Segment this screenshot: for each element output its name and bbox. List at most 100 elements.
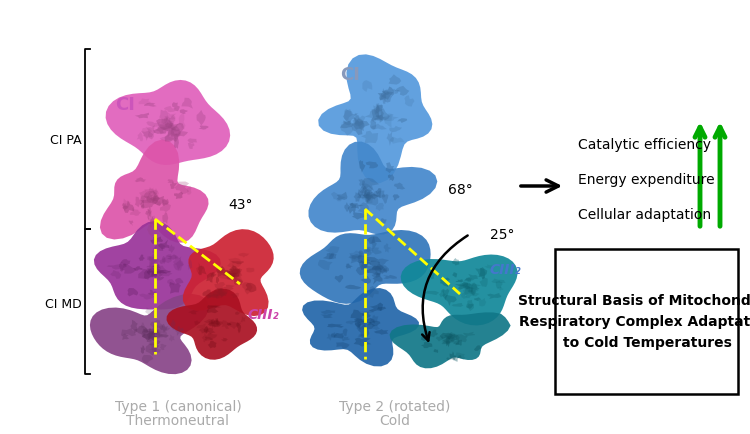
Polygon shape [389,127,402,133]
Polygon shape [169,116,176,128]
Polygon shape [340,121,353,136]
Polygon shape [138,269,154,279]
Polygon shape [148,328,154,340]
Polygon shape [227,269,241,278]
Polygon shape [166,125,179,138]
Polygon shape [380,89,386,105]
Polygon shape [464,278,472,283]
Polygon shape [400,255,518,326]
Polygon shape [204,319,218,324]
Polygon shape [357,195,370,199]
Polygon shape [142,329,155,342]
Polygon shape [148,271,158,278]
Polygon shape [382,92,392,103]
Polygon shape [167,279,176,286]
Polygon shape [352,213,368,220]
Polygon shape [424,291,439,296]
Polygon shape [122,199,130,210]
Polygon shape [130,320,138,333]
Polygon shape [182,99,193,109]
Polygon shape [364,247,374,253]
Text: CI MD: CI MD [45,298,82,311]
Polygon shape [488,293,502,299]
Polygon shape [206,333,218,341]
Polygon shape [162,255,172,263]
Polygon shape [364,192,379,201]
Polygon shape [469,287,473,293]
Polygon shape [160,344,166,350]
Polygon shape [152,248,157,254]
Text: CI PA: CI PA [50,133,82,146]
Polygon shape [209,320,214,325]
Polygon shape [352,119,364,136]
Polygon shape [352,116,363,127]
Polygon shape [128,221,133,227]
Polygon shape [225,272,232,275]
Polygon shape [358,259,364,265]
Polygon shape [444,332,455,339]
Polygon shape [146,266,160,276]
Polygon shape [170,182,177,190]
Polygon shape [349,251,364,261]
Polygon shape [369,261,384,270]
Polygon shape [208,341,217,349]
Polygon shape [300,230,430,304]
Polygon shape [165,118,172,130]
Polygon shape [142,355,153,364]
Polygon shape [440,333,453,340]
Polygon shape [169,335,175,342]
Polygon shape [362,195,374,204]
Polygon shape [386,163,394,174]
Polygon shape [452,258,459,266]
Polygon shape [152,322,158,334]
Polygon shape [355,322,361,328]
Polygon shape [393,195,400,201]
Polygon shape [147,271,151,276]
Polygon shape [153,192,160,205]
Polygon shape [349,204,364,209]
Polygon shape [196,324,208,329]
Polygon shape [168,124,179,131]
Polygon shape [336,342,350,349]
Polygon shape [442,341,451,345]
Polygon shape [147,207,152,217]
Polygon shape [188,143,194,150]
Polygon shape [376,189,382,198]
Polygon shape [159,110,169,125]
Polygon shape [158,240,170,250]
Polygon shape [208,321,220,327]
Polygon shape [241,317,246,322]
Polygon shape [376,104,382,113]
Polygon shape [174,132,188,138]
Polygon shape [384,243,392,253]
Polygon shape [130,209,141,217]
Polygon shape [226,273,236,280]
Polygon shape [360,184,373,197]
Polygon shape [163,200,169,205]
Polygon shape [374,115,384,121]
Polygon shape [135,113,149,119]
Polygon shape [188,310,199,315]
Polygon shape [331,332,337,338]
Polygon shape [383,269,387,273]
Polygon shape [188,139,197,145]
Polygon shape [361,261,368,269]
Polygon shape [394,87,410,96]
Polygon shape [378,266,388,273]
Polygon shape [455,282,470,290]
FancyArrowPatch shape [422,236,468,341]
Polygon shape [147,254,159,266]
Polygon shape [456,335,468,342]
Polygon shape [358,325,370,337]
Polygon shape [334,275,344,283]
Polygon shape [433,349,438,353]
Polygon shape [122,204,129,212]
Polygon shape [428,273,435,279]
Polygon shape [448,335,460,341]
Polygon shape [361,276,371,285]
Polygon shape [442,289,449,301]
Polygon shape [140,201,145,209]
Polygon shape [466,303,474,309]
Polygon shape [446,358,451,361]
Polygon shape [362,81,372,93]
